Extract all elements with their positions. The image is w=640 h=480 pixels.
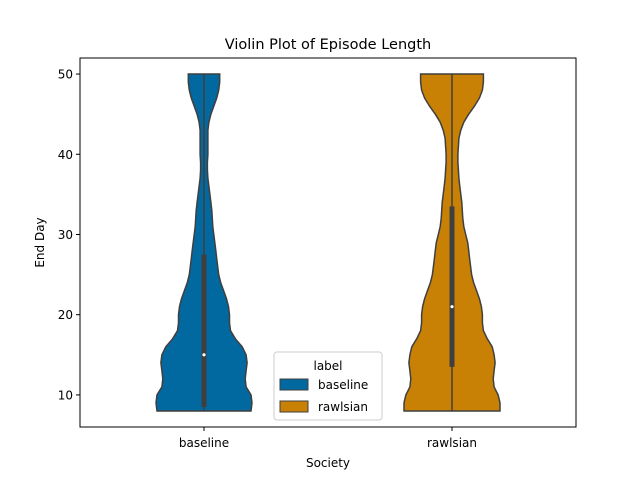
x-tick-label-rawlsian: rawlsian (427, 436, 477, 450)
x-tick-label-baseline: baseline (179, 436, 229, 450)
violin-iqr-box-baseline (201, 254, 207, 407)
legend-title: label (313, 359, 342, 373)
legend-label-rawlsian: rawlsian (318, 400, 368, 414)
y-tick-label: 20 (58, 308, 73, 322)
legend-swatch-rawlsian (279, 400, 309, 413)
violin-group-baseline (155, 73, 253, 412)
x-axis-label: Society (306, 456, 350, 470)
legend-label-baseline: baseline (318, 378, 368, 392)
x-axis: baseline rawlsian (179, 427, 477, 450)
violin-group-rawlsian (403, 73, 501, 412)
chart-title: Violin Plot of Episode Length (225, 37, 431, 53)
y-axis: 10 20 30 40 50 (58, 68, 80, 402)
legend: label baseline rawlsian (273, 351, 383, 421)
plot-frame (79, 57, 577, 428)
y-axis-label: End Day (33, 217, 47, 267)
violin-median-dot-baseline (202, 353, 206, 357)
y-tick-label: 10 (58, 388, 73, 402)
violin-layer (155, 73, 501, 412)
violin-median-dot-rawlsian (450, 305, 454, 309)
y-tick-label: 30 (58, 228, 73, 242)
y-tick-label: 40 (58, 148, 73, 162)
legend-swatch-baseline (279, 378, 309, 391)
violin-iqr-box-rawlsian (449, 206, 455, 367)
y-tick-label: 50 (58, 68, 73, 82)
